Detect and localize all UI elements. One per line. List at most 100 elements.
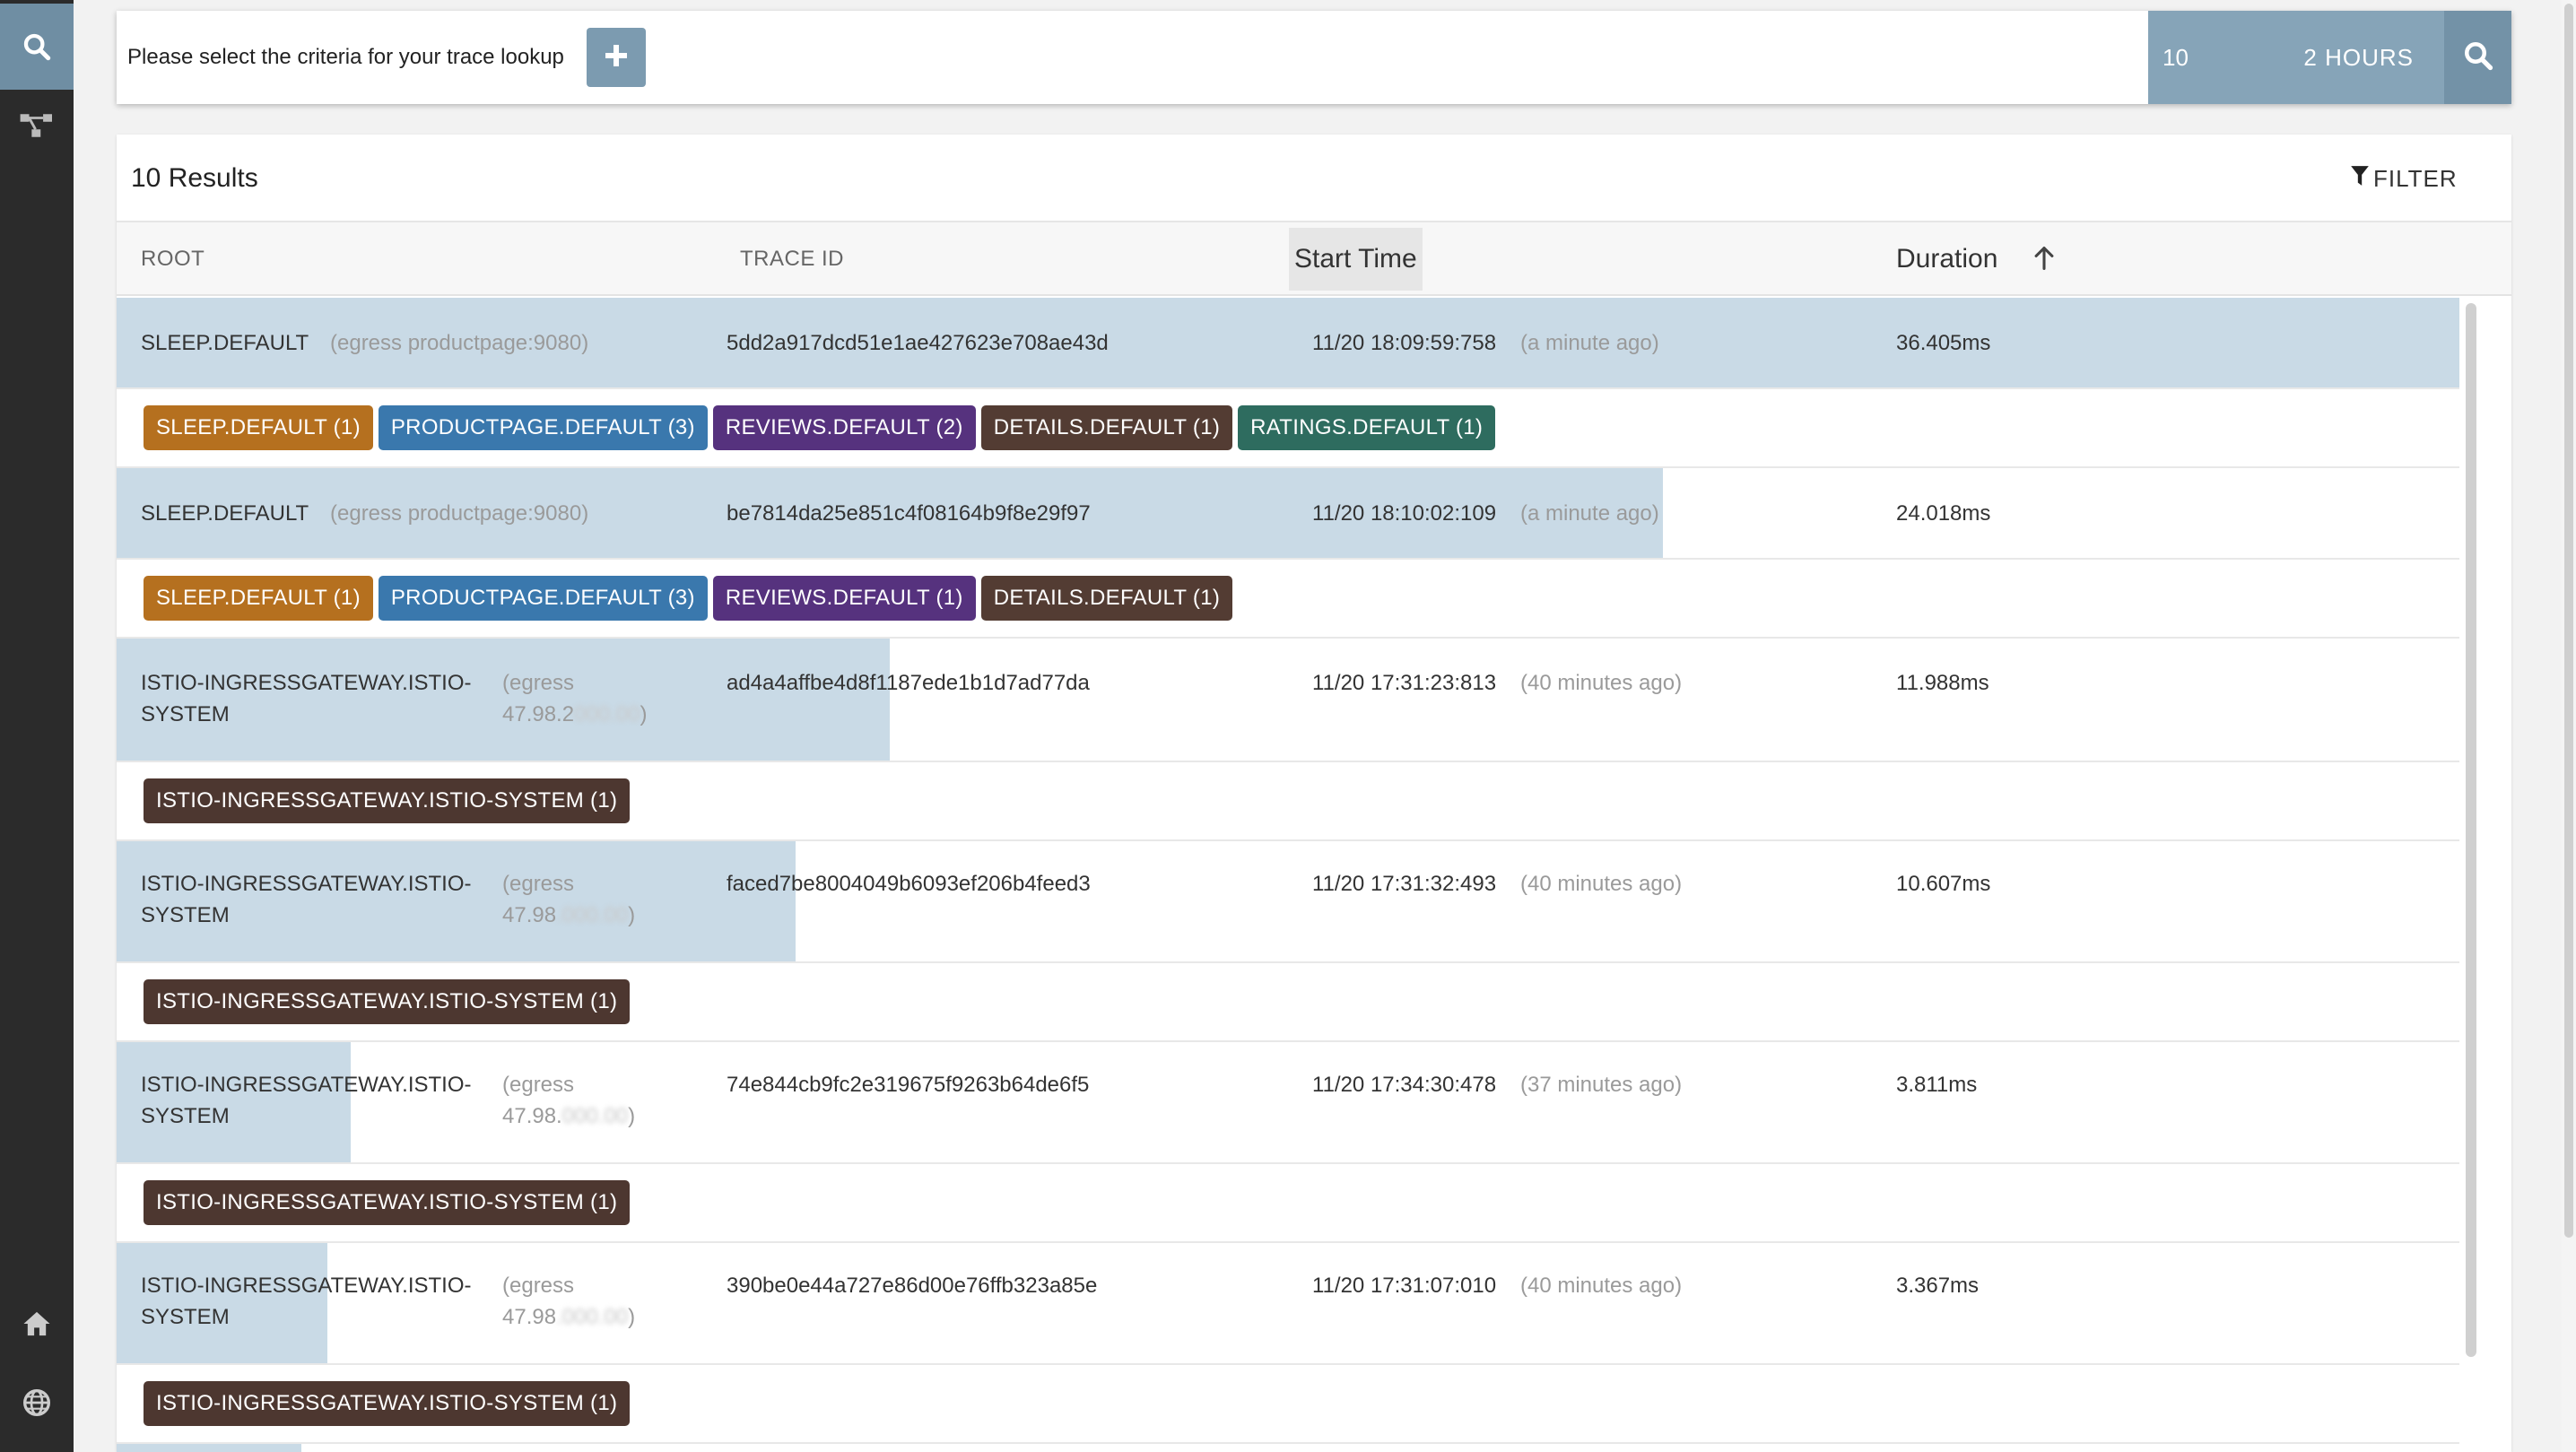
service-tags: ISTIO-INGRESSGATEWAY.ISTIO-SYSTEM (1) bbox=[117, 1365, 2459, 1444]
column-trace-id[interactable]: TRACE ID bbox=[740, 247, 845, 271]
root-detail-line2: 47.98.000.00) bbox=[502, 1100, 635, 1132]
duration-bar bbox=[117, 639, 890, 761]
trace-row[interactable]: ISTIO-INGRESSGATEWAY.ISTIO- SYSTEM (egre… bbox=[117, 1042, 2459, 1164]
service-tag[interactable]: RATINGS.DEFAULT (1) bbox=[1238, 405, 1496, 450]
root-service-line1: ISTIO-INGRESSGATEWAY.ISTIO- bbox=[141, 1274, 472, 1298]
lookback-selector[interactable]: 10 2 HOURS bbox=[2148, 11, 2444, 104]
sidebar-search-button[interactable] bbox=[0, 4, 74, 90]
column-headers: ROOT TRACE ID Start Time Duration bbox=[117, 222, 2511, 296]
duration-value: 24.018ms bbox=[1896, 501, 1991, 526]
column-root[interactable]: ROOT bbox=[141, 247, 205, 271]
root-service-line2: SYSTEM bbox=[141, 903, 230, 927]
filter-button[interactable]: FILTER bbox=[2350, 135, 2458, 222]
trace-row[interactable]: ISTIO-INGRESSGATEWAY.ISTIO- SYSTEM (egre… bbox=[117, 841, 2459, 963]
root-service-line2: SYSTEM bbox=[141, 1104, 230, 1128]
service-tag[interactable]: SLEEP.DEFAULT (1) bbox=[144, 576, 373, 621]
filter-label: FILTER bbox=[2373, 164, 2458, 192]
root-detail-line2: 47.98.000.00) bbox=[502, 900, 635, 931]
service-tags: ISTIO-INGRESSGATEWAY.ISTIO-SYSTEM (1) bbox=[117, 963, 2459, 1042]
start-time-relative: (a minute ago) bbox=[1520, 501, 1659, 526]
results-panel: 10 Results FILTER ROOT TRACE ID Start Ti… bbox=[117, 135, 2511, 1452]
trace-search-bar: Please select the criteria for your trac… bbox=[117, 11, 2511, 104]
duration-value: 10.607ms bbox=[1896, 872, 1991, 896]
service-tag[interactable]: ISTIO-INGRESSGATEWAY.ISTIO-SYSTEM (1) bbox=[144, 1381, 631, 1426]
trace-id[interactable]: ad4a4affbe4d8f1187ede1b1d7ad77da bbox=[727, 671, 1090, 695]
sidebar bbox=[0, 0, 74, 1452]
results-scrollbar-thumb[interactable] bbox=[2466, 303, 2476, 1357]
root-detail-close: ) bbox=[628, 903, 636, 927]
duration-value: 36.405ms bbox=[1896, 331, 1991, 355]
duration-value: 11.988ms bbox=[1896, 671, 1989, 695]
redacted-ip: .000.00 bbox=[556, 903, 629, 927]
root-service-line2: SYSTEM bbox=[141, 702, 230, 726]
duration-bar bbox=[117, 298, 2459, 387]
service-tag[interactable]: ISTIO-INGRESSGATEWAY.ISTIO-SYSTEM (1) bbox=[144, 778, 631, 823]
start-time: 11/20 17:31:23:813 bbox=[1312, 671, 1497, 695]
service-tag[interactable]: REVIEWS.DEFAULT (1) bbox=[712, 576, 976, 621]
service-tag[interactable]: DETAILS.DEFAULT (1) bbox=[980, 405, 1233, 450]
root-detail-line1: (egress bbox=[502, 872, 575, 896]
service-tag[interactable]: ISTIO-INGRESSGATEWAY.ISTIO-SYSTEM (1) bbox=[144, 979, 631, 1024]
root-service: SLEEP.DEFAULT bbox=[141, 501, 309, 526]
redacted-ip: 000.00 bbox=[574, 702, 640, 726]
trace-row[interactable]: ISTIO-INGRESSGATEWAY.ISTIO- SYSTEM (egre… bbox=[117, 1243, 2459, 1365]
root-detail-close: ) bbox=[628, 1104, 636, 1128]
column-start-time[interactable]: Start Time bbox=[1289, 228, 1423, 291]
search-icon bbox=[22, 31, 52, 62]
column-duration[interactable]: Duration bbox=[1896, 244, 1998, 274]
trace-id[interactable]: be7814da25e851c4f08164b9f8e29f97 bbox=[727, 501, 1091, 526]
root-detail-line2: 47.98.2000.00) bbox=[502, 699, 647, 730]
duration-value: 3.367ms bbox=[1896, 1274, 1980, 1298]
start-time-relative: (37 minutes ago) bbox=[1520, 1073, 1683, 1097]
start-time: 11/20 17:34:30:478 bbox=[1312, 1073, 1497, 1097]
duration-bar bbox=[117, 1243, 327, 1363]
redacted-ip: 000.00 bbox=[561, 1104, 629, 1128]
trace-row[interactable]: SLEEP.DEFAULT (egress productpage:9080) … bbox=[117, 298, 2459, 389]
sort-asc-icon[interactable] bbox=[2032, 246, 2056, 275]
service-tag[interactable]: DETAILS.DEFAULT (1) bbox=[980, 576, 1233, 621]
root-detail-close: ) bbox=[628, 1305, 636, 1329]
service-tag[interactable]: REVIEWS.DEFAULT (2) bbox=[712, 405, 976, 450]
root-detail-ip: 47.98 bbox=[502, 1305, 557, 1329]
service-tag[interactable]: PRODUCTPAGE.DEFAULT (3) bbox=[378, 405, 708, 450]
service-tags: SLEEP.DEFAULT (1) PRODUCTPAGE.DEFAULT (3… bbox=[117, 389, 2459, 468]
service-tag[interactable]: ISTIO-INGRESSGATEWAY.ISTIO-SYSTEM (1) bbox=[144, 1180, 631, 1225]
search-icon bbox=[2462, 39, 2494, 76]
start-time-relative: (40 minutes ago) bbox=[1520, 872, 1683, 896]
trace-id[interactable]: 74e844cb9fc2e319675f9263b64de6f5 bbox=[727, 1073, 1090, 1097]
root-service-line1: ISTIO-INGRESSGATEWAY.ISTIO- bbox=[141, 671, 472, 695]
start-time-relative: (40 minutes ago) bbox=[1520, 1274, 1683, 1298]
start-time: 11/20 17:31:32:493 bbox=[1312, 872, 1497, 896]
run-search-button[interactable] bbox=[2444, 11, 2511, 104]
trace-row[interactable]: SLEEP.DEFAULT (egress productpage:9080) … bbox=[117, 468, 2459, 560]
limit-value[interactable]: 10 bbox=[2163, 44, 2189, 71]
duration-bar bbox=[117, 841, 796, 961]
add-criteria-button[interactable] bbox=[587, 28, 646, 87]
plus-icon bbox=[603, 42, 630, 74]
trace-id[interactable]: 390be0e44a727e86d00e76ffb323a85e bbox=[727, 1274, 1098, 1298]
trace-row[interactable]: ISTIO-INGRESSGATEWAY.ISTIO- SYSTEM (egre… bbox=[117, 639, 2459, 762]
start-time: 11/20 18:10:02:109 bbox=[1312, 501, 1497, 526]
duration-bar bbox=[117, 1444, 301, 1452]
trace-row[interactable] bbox=[117, 1444, 2459, 1452]
sidebar-home-button[interactable] bbox=[0, 1281, 74, 1367]
trace-id[interactable]: faced7be8004049b6093ef206b4feed3 bbox=[727, 872, 1091, 896]
redacted-ip: .000.00 bbox=[556, 1305, 629, 1329]
root-service-line2: SYSTEM bbox=[141, 1305, 230, 1329]
sidebar-dependencies-button[interactable] bbox=[0, 83, 74, 169]
trace-list: SLEEP.DEFAULT (egress productpage:9080) … bbox=[117, 298, 2459, 1452]
service-tag[interactable]: PRODUCTPAGE.DEFAULT (3) bbox=[378, 576, 708, 621]
service-tags: SLEEP.DEFAULT (1) PRODUCTPAGE.DEFAULT (3… bbox=[117, 560, 2459, 639]
sidebar-globe-button[interactable] bbox=[0, 1360, 74, 1446]
trace-id[interactable]: 5dd2a917dcd51e1ae427623e708ae43d bbox=[727, 331, 1109, 355]
time-range-value[interactable]: 2 HOURS bbox=[2303, 44, 2414, 71]
root-service-line1: ISTIO-INGRESSGATEWAY.ISTIO- bbox=[141, 1073, 472, 1097]
globe-icon bbox=[22, 1388, 51, 1417]
page-scrollbar-thumb[interactable] bbox=[2564, 4, 2573, 1238]
root-detail-ip: 47.98. bbox=[502, 1104, 562, 1128]
service-tag[interactable]: SLEEP.DEFAULT (1) bbox=[144, 405, 373, 450]
dependencies-icon bbox=[19, 110, 55, 141]
root-detail-line1: (egress bbox=[502, 1073, 575, 1097]
results-header: 10 Results FILTER bbox=[117, 135, 2511, 222]
